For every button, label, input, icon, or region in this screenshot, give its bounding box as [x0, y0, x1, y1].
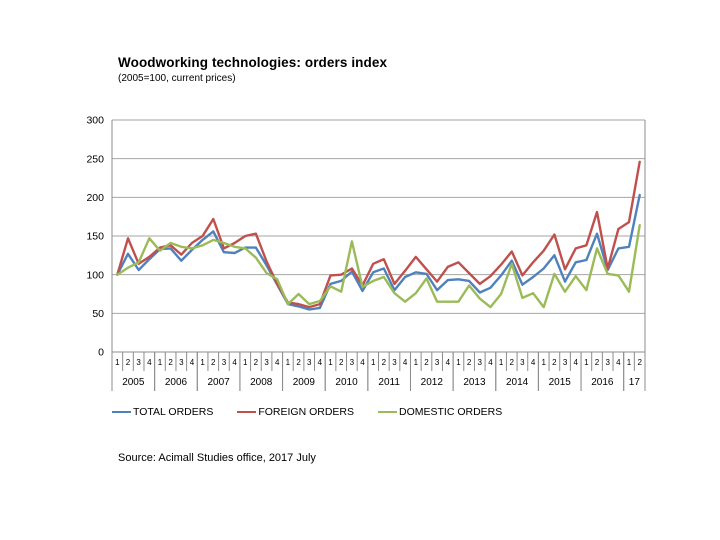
year-label: 2010	[335, 377, 358, 388]
series-line-total-orders	[116, 193, 641, 311]
quarter-label: 4	[190, 358, 195, 367]
quarter-label: 1	[328, 358, 333, 367]
quarter-label: 3	[392, 358, 397, 367]
quarter-label: 3	[307, 358, 312, 367]
quarter-label: 4	[446, 358, 451, 367]
quarter-label: 3	[136, 358, 141, 367]
legend-item-foreign-orders: FOREIGN ORDERS	[237, 406, 354, 418]
quarter-label: 1	[627, 358, 632, 367]
quarter-label: 3	[264, 358, 269, 367]
quarter-label: 2	[467, 358, 472, 367]
y-tick-label: 0	[98, 347, 104, 359]
legend-label: TOTAL ORDERS	[133, 406, 214, 418]
gridlines	[112, 119, 645, 353]
quarter-label: 3	[179, 358, 184, 367]
quarter-label: 2	[339, 358, 344, 367]
quarter-label: 4	[616, 358, 621, 367]
quarter-label: 4	[232, 358, 237, 367]
legend-line-swatch	[378, 410, 398, 414]
year-label: 2007	[207, 377, 230, 388]
year-label: 2011	[378, 377, 400, 388]
quarter-label: 2	[510, 358, 515, 367]
quarter-label: 4	[531, 358, 536, 367]
legend-item-domestic-orders: DOMESTIC ORDERS	[378, 406, 502, 418]
quarter-label: 1	[200, 358, 205, 367]
quarter-label: 4	[573, 358, 578, 367]
quarter-label: 1	[584, 358, 589, 367]
quarter-label: 1	[542, 358, 547, 367]
chart-title: Woodworking technologies: orders index	[118, 55, 388, 70]
quarter-label: 1	[158, 358, 163, 367]
quarter-label: 2	[211, 358, 216, 367]
year-label: 2005	[122, 377, 145, 388]
chart-legend: TOTAL ORDERS FOREIGN ORDERS DOMESTIC ORDER…	[112, 406, 502, 418]
quarter-label: 4	[275, 358, 280, 367]
legend-label: DOMESTIC ORDERS	[399, 406, 503, 418]
axis-lines	[111, 120, 646, 391]
y-axis-labels: 0 50 100 150 200 250 300	[86, 115, 104, 359]
quarter-label: 2	[595, 358, 600, 367]
quarter-label: 2	[424, 358, 429, 367]
year-label: 2016	[591, 377, 614, 388]
quarter-label: 1	[243, 358, 248, 367]
quarter-label: 3	[605, 358, 610, 367]
series-line-foreign-orders	[116, 160, 641, 309]
quarter-label: 3	[435, 358, 440, 367]
series-line-domestic-orders	[116, 223, 641, 309]
quarter-label: 2	[552, 358, 557, 367]
legend-item-total-orders: TOTAL ORDERS	[112, 406, 213, 418]
y-tick-label: 150	[86, 231, 104, 243]
year-label: 2008	[250, 377, 273, 388]
quarter-label: 1	[499, 358, 504, 367]
source-note: Source: Acimall Studies office, 2017 Jul…	[118, 452, 316, 464]
y-tick-label: 300	[86, 115, 104, 127]
quarter-label: 1	[115, 358, 120, 367]
legend-line-swatch	[237, 410, 257, 414]
quarter-label: 4	[488, 358, 493, 367]
quarter-label: 3	[563, 358, 568, 367]
y-tick-label: 50	[92, 308, 104, 320]
year-label: 2009	[293, 377, 316, 388]
quarter-label: 2	[637, 358, 642, 367]
quarter-label: 4	[360, 358, 365, 367]
quarter-label: 1	[456, 358, 461, 367]
quarter-label: 3	[520, 358, 525, 367]
year-label: 2006	[165, 377, 188, 388]
quarter-label: 2	[168, 358, 173, 367]
quarter-label: 2	[296, 358, 301, 367]
y-tick-label: 100	[86, 269, 104, 281]
year-label: 17	[629, 377, 641, 388]
quarter-label: 4	[318, 358, 323, 367]
quarter-label: 3	[478, 358, 483, 367]
year-label: 2013	[463, 377, 486, 388]
quarter-label: 3	[222, 358, 227, 367]
quarter-label: 1	[371, 358, 376, 367]
year-label: 2015	[549, 377, 572, 388]
legend-label: FOREIGN ORDERS	[258, 406, 355, 418]
quarter-label: 3	[350, 358, 355, 367]
quarter-label: 1	[414, 358, 419, 367]
y-tick-label: 200	[86, 192, 104, 204]
quarter-label: 2	[126, 358, 131, 367]
quarter-label: 2	[254, 358, 259, 367]
quarter-label: 2	[382, 358, 387, 367]
quarter-label: 4	[147, 358, 152, 367]
quarter-label: 4	[403, 358, 408, 367]
year-label: 2014	[506, 377, 529, 388]
chart-subtitle: (2005=100, current prices)	[118, 73, 236, 84]
quarter-label: 1	[286, 358, 291, 367]
y-tick-label: 250	[86, 153, 104, 165]
legend-line-swatch	[112, 410, 131, 414]
year-label: 2012	[421, 377, 444, 388]
